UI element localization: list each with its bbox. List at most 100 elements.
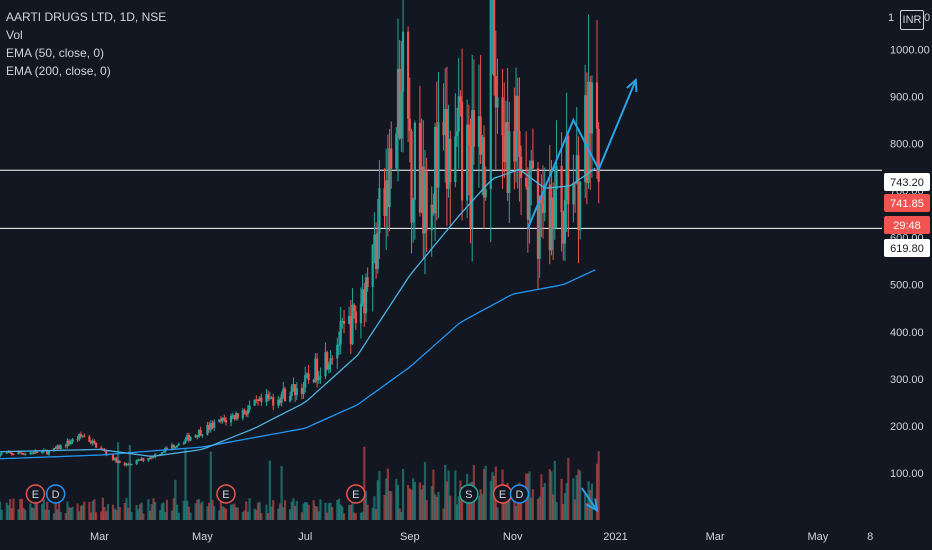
x-tick-label: Sep xyxy=(400,531,420,543)
candle-body xyxy=(127,464,130,466)
volume-bar xyxy=(292,498,295,520)
ema200-line[interactable] xyxy=(0,269,596,460)
candle-body xyxy=(81,435,84,437)
volume-bar xyxy=(327,503,330,520)
event-badge-label: E xyxy=(222,489,229,501)
candle-body xyxy=(256,400,260,402)
event-badge-e[interactable] xyxy=(346,484,366,504)
candle-body xyxy=(575,155,578,184)
candle-body xyxy=(420,166,423,213)
volume-bar xyxy=(245,501,248,520)
y-axis[interactable]: 100.00200.00300.00400.00500.00600.00700.… xyxy=(882,0,932,520)
candle-body xyxy=(307,373,310,381)
price-badge-label: 741.85 xyxy=(890,198,924,210)
volume-bar xyxy=(373,496,376,520)
candle-body xyxy=(479,116,482,155)
candle-body xyxy=(390,148,393,169)
volume-trend-arrow-head[interactable] xyxy=(586,498,599,513)
indicator-ema50-label[interactable]: EMA (50, close, 0) xyxy=(6,46,105,60)
y-tick-label: 500.00 xyxy=(890,280,924,292)
candle-body xyxy=(560,165,563,213)
event-badge-s[interactable] xyxy=(459,484,479,504)
volume-bar xyxy=(260,512,263,520)
candle-body xyxy=(349,316,352,345)
volume-bar xyxy=(116,442,120,520)
candle-body xyxy=(376,233,379,269)
event-badge-label: S xyxy=(465,489,472,501)
candle-body xyxy=(548,184,551,251)
volume-bar xyxy=(29,503,32,520)
candle-body xyxy=(142,458,145,461)
candle-body xyxy=(341,320,344,322)
candle-body xyxy=(95,442,98,448)
event-badge-label: D xyxy=(52,489,60,501)
candle-body xyxy=(0,453,3,455)
volume-bar xyxy=(562,504,565,520)
pattern-arrow-head[interactable] xyxy=(626,77,638,93)
price-badge[interactable] xyxy=(884,194,930,212)
volume-trend-arrow-line[interactable] xyxy=(580,487,598,511)
volume-bar xyxy=(457,496,460,520)
candle-body xyxy=(116,461,120,463)
volume-bar xyxy=(516,499,519,520)
volume-bar xyxy=(189,512,192,520)
candle-body xyxy=(514,95,518,162)
volume-bar xyxy=(253,508,256,520)
candle-body xyxy=(159,454,162,456)
event-badge-e[interactable] xyxy=(25,484,46,504)
indicator-vol-label[interactable]: Vol xyxy=(6,28,23,42)
candle-body xyxy=(79,433,83,436)
ema50-line[interactable] xyxy=(0,167,596,457)
volume-bar xyxy=(422,484,425,520)
pattern-drawing-line[interactable] xyxy=(526,79,637,229)
candle-body xyxy=(562,212,565,244)
candle-body xyxy=(135,460,138,465)
volume-bar xyxy=(282,507,285,520)
candle-body xyxy=(339,321,342,345)
volume-bar xyxy=(290,501,293,520)
volume-bar xyxy=(34,500,37,520)
x-axis[interactable]: Mar May Jul Sep Nov 2021 Mar May 8 xyxy=(0,520,932,550)
candle-body xyxy=(68,440,71,444)
volume-bar xyxy=(449,495,452,520)
candle-body xyxy=(525,177,528,187)
volume-bar xyxy=(233,503,236,520)
candle-body xyxy=(435,126,438,188)
candle-body xyxy=(317,376,320,381)
candle-body xyxy=(454,136,457,183)
event-badge-d[interactable] xyxy=(45,484,66,504)
volume-bar xyxy=(17,509,20,520)
volume-bar xyxy=(460,487,464,520)
candle-body xyxy=(206,425,209,435)
volume-bar xyxy=(401,469,405,520)
drawings-layer[interactable] xyxy=(526,77,638,513)
candle-body xyxy=(342,320,346,324)
volume-bar xyxy=(386,468,389,520)
event-badge-d[interactable] xyxy=(509,484,530,504)
price-badge[interactable] xyxy=(884,173,930,191)
candle-body xyxy=(353,304,356,312)
volume-bar xyxy=(128,445,131,520)
candle-body xyxy=(466,124,469,201)
symbol-title[interactable]: AARTI DRUGS LTD, 1D, NSE xyxy=(6,10,167,24)
price-badge[interactable] xyxy=(884,216,930,234)
volume-bar xyxy=(164,511,167,520)
volume-bar xyxy=(24,509,27,520)
candle-body xyxy=(459,96,462,102)
candle-body xyxy=(572,182,575,205)
candle-body xyxy=(194,435,197,438)
candle-body xyxy=(17,452,20,455)
volume-bar xyxy=(160,503,163,520)
volume-bar xyxy=(304,502,307,520)
candle-body xyxy=(520,156,523,178)
volume-bar xyxy=(130,511,133,520)
indicator-ema200-label[interactable]: EMA (200, close, 0) xyxy=(6,64,111,78)
price-badge[interactable] xyxy=(884,239,930,257)
volume-bar xyxy=(68,507,71,520)
event-badge-e[interactable] xyxy=(216,484,236,504)
volume-bar xyxy=(430,486,433,520)
volume-bar xyxy=(229,504,233,520)
currency-button[interactable]: INR xyxy=(900,10,924,30)
candle-body xyxy=(315,358,319,381)
